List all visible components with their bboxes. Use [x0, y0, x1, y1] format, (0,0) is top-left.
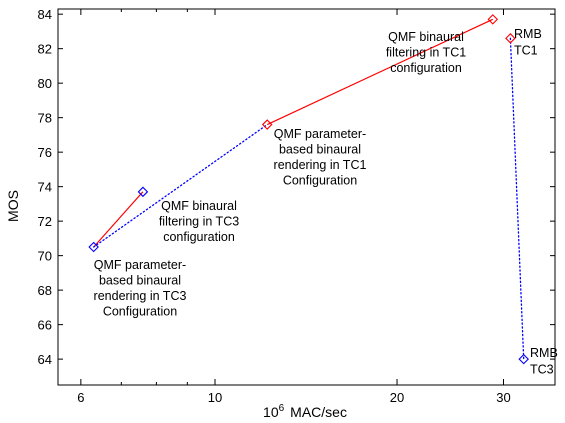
x-tick-label-20: 20: [390, 390, 404, 405]
y-axis-label: MOS: [5, 190, 21, 222]
annotation-5: RMB TC3: [530, 346, 558, 377]
plot-frame: [57, 8, 556, 386]
series-line-0: [93, 191, 144, 248]
annotation-4: QMF parameter-based binaural rendering in…: [94, 258, 187, 319]
marker-5: [518, 353, 529, 365]
y-tick-label-72: 72: [38, 214, 52, 229]
annotation-2-line-0: QMF parameter-: [274, 127, 366, 141]
annotation-0-line-1: filtering in TC1: [386, 46, 466, 60]
annotation-3-line-1: filtering in TC3: [159, 215, 239, 229]
y-tick-label-66: 66: [38, 318, 52, 333]
x-axis-label-unit: MAC/sec: [290, 404, 347, 420]
y-tick-label-74: 74: [38, 180, 52, 195]
y-tick-label-82: 82: [38, 42, 52, 57]
annotation-1: RMB TC1: [514, 27, 542, 58]
series-line-3: [509, 37, 525, 360]
annotation-3-line-2: configuration: [163, 230, 235, 244]
marker-3: [487, 14, 499, 25]
annotation-4-line-1: based binaural: [99, 274, 181, 288]
y-tick-label-76: 76: [38, 145, 52, 160]
annotation-2-line-1: based binaural: [279, 143, 361, 157]
y-tick-label-70: 70: [38, 249, 52, 264]
annotation-3: QMF binaural filtering in TC3 configuratio…: [159, 199, 239, 244]
annotation-4-line-2: rendering in TC3: [94, 289, 187, 303]
annotation-4-line-3: Configuration: [103, 305, 177, 319]
annotation-5-line-1: TC3: [530, 363, 554, 377]
y-tick-label-68: 68: [38, 283, 52, 298]
series-line-2: [93, 123, 268, 248]
y-tick-label-78: 78: [38, 111, 52, 126]
y-tick-label-80: 80: [38, 76, 52, 91]
x-axis-label-exponent: 6: [279, 403, 285, 414]
y-tick-label-84: 84: [38, 7, 52, 22]
annotation-3-line-0: QMF binaural: [161, 199, 237, 213]
x-axis-label-base: 10: [263, 404, 279, 420]
annotation-1-line-1: TC1: [514, 44, 538, 58]
x-tick-label-6: 6: [77, 390, 84, 405]
annotation-2-line-2: rendering in TC1: [274, 158, 367, 172]
annotation-5-line-0: RMB: [530, 346, 558, 360]
annotation-0-line-2: configuration: [390, 61, 462, 75]
x-tick-label-30: 30: [496, 390, 510, 405]
annotation-2-line-3: Configuration: [283, 174, 357, 188]
annotation-4-line-0: QMF parameter-: [94, 258, 186, 272]
series-line-1: [266, 18, 494, 126]
x-tick-label-10: 10: [208, 390, 222, 405]
x-axis-label: 106 MAC/sec: [263, 403, 347, 420]
y-tick-label-64: 64: [38, 352, 52, 367]
annotation-0: QMF binaural filtering in TC1 configuratio…: [386, 30, 466, 75]
plot-layer: 64 66 68 70 72 74 76 78 80 82 84 6 10 20 30 QMF binaura…: [38, 7, 558, 405]
marker-2: [261, 119, 273, 130]
marker-4: [505, 33, 516, 44]
marker-1: [137, 186, 149, 198]
marker-0: [88, 241, 99, 253]
annotation-1-line-0: RMB: [514, 27, 542, 41]
annotation-2: QMF parameter-based binaural rendering in…: [274, 127, 367, 188]
annotation-0-line-0: QMF binaural: [388, 30, 464, 44]
